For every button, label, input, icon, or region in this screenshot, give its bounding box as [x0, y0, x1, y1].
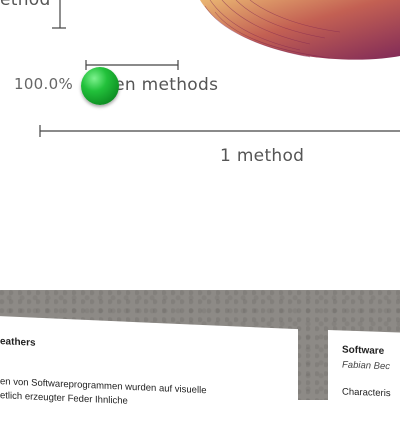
- paper-left-line-2: etlich erzeugter Feder Ihnliche: [0, 390, 128, 407]
- paper-right-title: Software: [342, 344, 385, 357]
- paper-left-title: eathers: [0, 336, 36, 349]
- figure-lines: [39, 0, 400, 137]
- method-label-top: ethod: [0, 0, 51, 10]
- hidden-methods-label: den methods: [103, 75, 219, 95]
- paper-right-author: Fabian Bec: [342, 359, 391, 373]
- paper-card-right: Software Fabian Bec Characteris: [328, 330, 400, 424]
- feather-fan-graphic: [200, 0, 400, 60]
- paper-right-text: Characteris: [342, 386, 391, 400]
- one-method-label: 1 method: [220, 146, 305, 166]
- percent-label: 100.0%: [14, 75, 73, 93]
- figure-panel: ethod 100.0% den methods 1 method: [0, 0, 400, 166]
- green-marker-dot[interactable]: [81, 67, 119, 105]
- paper-card-left: eathers en von Softwareprogrammen wurden…: [0, 316, 298, 429]
